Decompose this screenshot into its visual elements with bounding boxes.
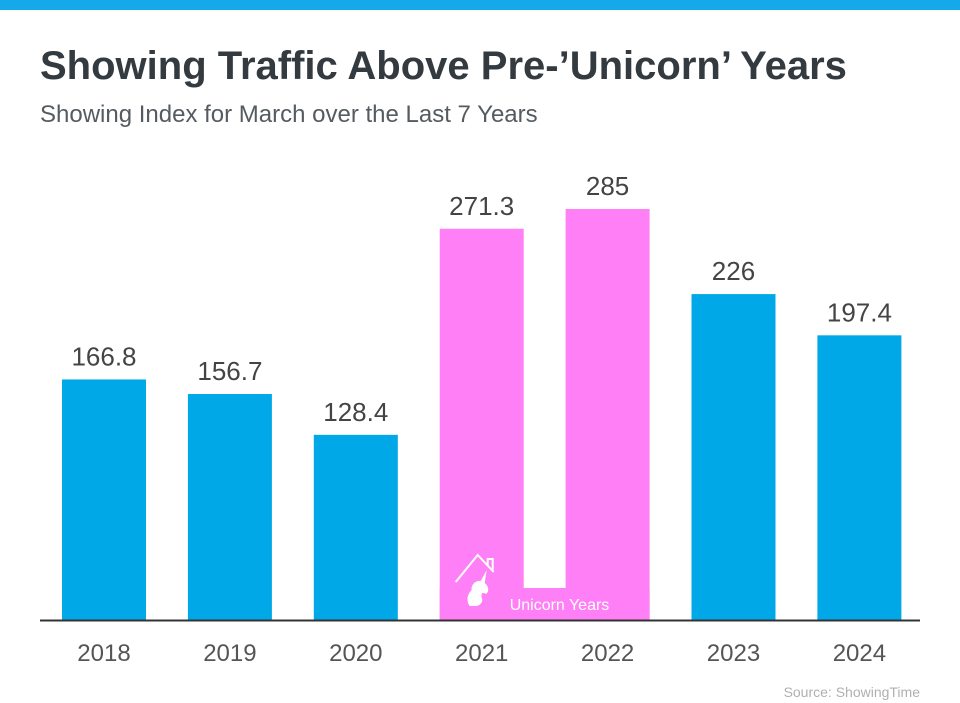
bar-2024 [817,335,902,620]
bar-2021 [439,228,524,620]
bar-2020 [313,434,398,620]
x-tick-label-2021: 2021 [455,640,508,667]
value-label-2021: 271.3 [449,191,514,221]
value-label-2023: 226 [712,256,755,286]
value-label-2024: 197.4 [827,297,892,327]
x-tick-label-2019: 2019 [203,640,256,667]
top-accent-bar [0,0,960,10]
bar-2018 [62,379,146,620]
value-label-2020: 128.4 [323,397,388,427]
x-tick-label-2022: 2022 [581,640,634,667]
x-tick-label-2020: 2020 [329,640,382,667]
x-tick-label-2018: 2018 [77,640,130,667]
chart-title: Showing Traffic Above Pre-’Unicorn’ Year… [40,44,847,88]
bar-2022 [565,209,650,620]
value-label-2019: 156.7 [197,356,262,386]
bar-2019 [187,394,272,620]
x-tick-label-2024: 2024 [833,640,886,667]
bar-2023 [691,294,776,620]
chart-subtitle: Showing Index for March over the Last 7 … [40,101,538,128]
x-tick-label-2023: 2023 [707,640,760,667]
annotation-label: Unicorn Years [510,597,610,614]
unicorn-house-icon [454,553,495,606]
source-note: Source: ShowingTime [783,684,920,700]
value-label-2018: 166.8 [71,341,136,371]
value-label-2022: 285 [586,171,629,201]
